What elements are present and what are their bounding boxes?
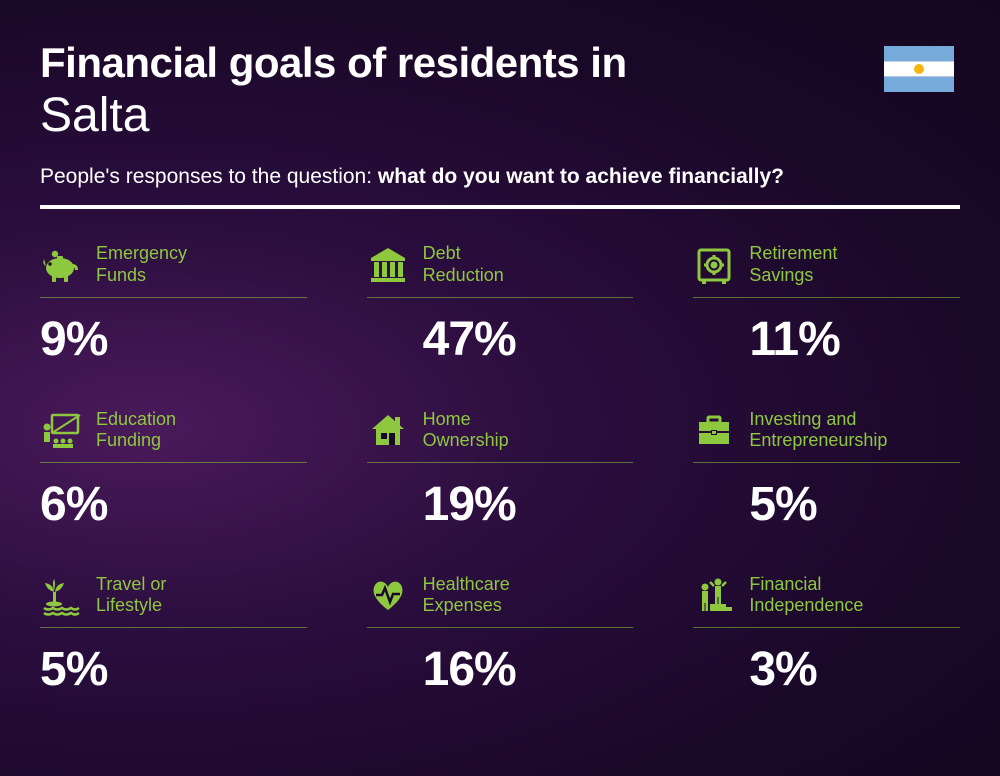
divider bbox=[40, 205, 960, 209]
piggy-bank-icon bbox=[40, 244, 82, 286]
subtitle-question: what do you want to achieve financially? bbox=[378, 165, 784, 188]
goal-debt-reduction: DebtReduction 47% bbox=[367, 243, 634, 366]
goal-healthcare: HealthcareExpenses 16% bbox=[367, 574, 634, 697]
goal-label: HealthcareExpenses bbox=[423, 574, 510, 617]
title-line1: Financial goals of residents in bbox=[40, 40, 884, 86]
subtitle-prefix: People's responses to the question: bbox=[40, 165, 378, 188]
goal-header: EducationFunding bbox=[40, 409, 307, 463]
subtitle: People's responses to the question: what… bbox=[40, 165, 960, 189]
goal-label: Travel orLifestyle bbox=[96, 574, 166, 617]
house-icon bbox=[367, 409, 409, 451]
goal-header: HomeOwnership bbox=[367, 409, 634, 463]
bank-icon bbox=[367, 244, 409, 286]
goal-emergency-funds: EmergencyFunds 9% bbox=[40, 243, 307, 366]
goal-value: 19% bbox=[367, 477, 634, 532]
goal-grid: EmergencyFunds 9% DebtReduction 47% bbox=[40, 243, 960, 697]
goal-label: RetirementSavings bbox=[749, 243, 837, 286]
goal-header: FinancialIndependence bbox=[693, 574, 960, 628]
education-icon bbox=[40, 409, 82, 451]
goal-financial-independence: FinancialIndependence 3% bbox=[693, 574, 960, 697]
goal-label: DebtReduction bbox=[423, 243, 504, 286]
goal-header: DebtReduction bbox=[367, 243, 634, 297]
goal-education-funding: EducationFunding 6% bbox=[40, 409, 307, 532]
independence-icon bbox=[693, 574, 735, 616]
healthcare-icon bbox=[367, 574, 409, 616]
title-city: Salta bbox=[40, 88, 884, 143]
goal-value: 9% bbox=[40, 312, 307, 367]
header: Financial goals of residents in Salta bbox=[40, 40, 960, 143]
title-block: Financial goals of residents in Salta bbox=[40, 40, 884, 143]
goal-value: 5% bbox=[693, 477, 960, 532]
goal-header: Travel orLifestyle bbox=[40, 574, 307, 628]
goal-value: 16% bbox=[367, 642, 634, 697]
safe-icon bbox=[693, 244, 735, 286]
goal-header: RetirementSavings bbox=[693, 243, 960, 297]
goal-header: EmergencyFunds bbox=[40, 243, 307, 297]
goal-value: 11% bbox=[693, 312, 960, 367]
goal-value: 47% bbox=[367, 312, 634, 367]
goal-home-ownership: HomeOwnership 19% bbox=[367, 409, 634, 532]
briefcase-icon bbox=[693, 409, 735, 451]
goal-label: EmergencyFunds bbox=[96, 243, 187, 286]
goal-value: 3% bbox=[693, 642, 960, 697]
argentina-flag-icon bbox=[884, 46, 954, 92]
goal-investing: Investing andEntrepreneurship 5% bbox=[693, 409, 960, 532]
goal-value: 5% bbox=[40, 642, 307, 697]
goal-value: 6% bbox=[40, 477, 307, 532]
goal-label: FinancialIndependence bbox=[749, 574, 863, 617]
goal-travel-lifestyle: Travel orLifestyle 5% bbox=[40, 574, 307, 697]
goal-header: HealthcareExpenses bbox=[367, 574, 634, 628]
travel-icon bbox=[40, 574, 82, 616]
goal-label: EducationFunding bbox=[96, 409, 176, 452]
goal-retirement-savings: RetirementSavings 11% bbox=[693, 243, 960, 366]
goal-label: Investing andEntrepreneurship bbox=[749, 409, 887, 452]
goal-header: Investing andEntrepreneurship bbox=[693, 409, 960, 463]
goal-label: HomeOwnership bbox=[423, 409, 509, 452]
